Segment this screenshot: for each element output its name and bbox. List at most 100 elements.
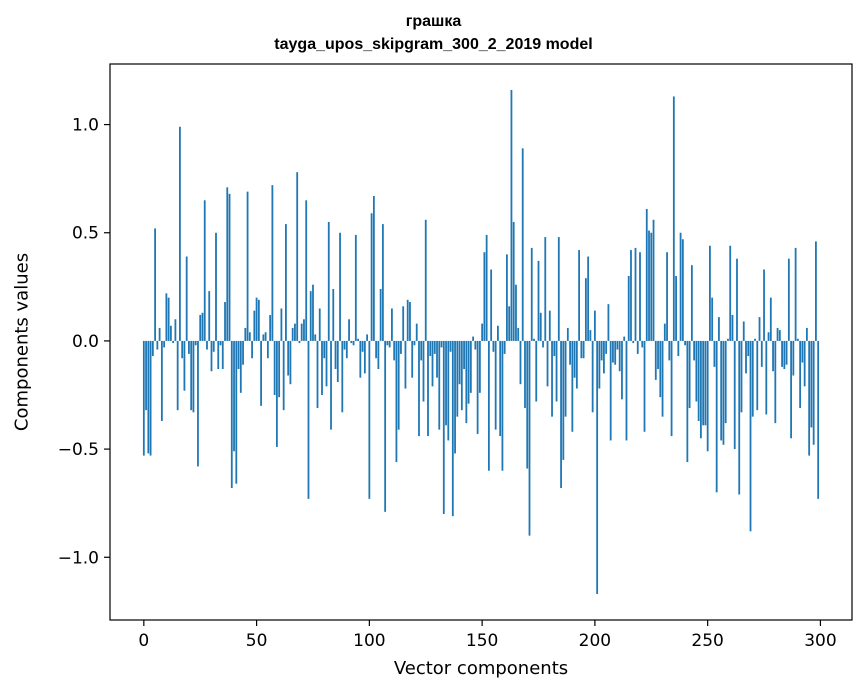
x-tick-label: 300 xyxy=(804,631,836,651)
bar xyxy=(616,340,619,350)
bar xyxy=(402,306,405,341)
bar xyxy=(530,247,533,341)
bar xyxy=(264,332,267,341)
chart-title: грашка xyxy=(405,13,462,30)
bar xyxy=(251,340,253,359)
bar xyxy=(291,327,294,341)
bar xyxy=(591,340,594,413)
bar xyxy=(226,187,229,341)
bar xyxy=(163,340,166,348)
bar xyxy=(183,340,186,391)
bar xyxy=(391,308,393,341)
bar xyxy=(372,195,375,341)
bar xyxy=(154,228,156,341)
bar xyxy=(285,224,287,341)
bar xyxy=(544,237,547,341)
bar xyxy=(332,289,335,341)
bar xyxy=(237,340,240,370)
bar xyxy=(420,340,423,361)
bar xyxy=(690,265,693,341)
bar xyxy=(571,340,574,432)
bar xyxy=(731,314,734,341)
bar xyxy=(343,340,346,350)
bar xyxy=(557,237,560,341)
bar xyxy=(582,340,585,359)
bar xyxy=(794,247,797,341)
bar xyxy=(330,340,332,430)
bar xyxy=(612,340,614,363)
bar xyxy=(580,340,583,359)
bar xyxy=(248,332,251,341)
bar xyxy=(790,340,792,439)
bar xyxy=(197,340,199,467)
chart-subtitle: tayga_upos_skipgram_300_2_2019 model xyxy=(274,36,593,53)
bar xyxy=(803,340,806,387)
bar xyxy=(724,340,727,424)
bar xyxy=(767,332,770,341)
bar xyxy=(429,340,432,357)
bar xyxy=(312,284,314,341)
bar xyxy=(584,278,587,341)
bar xyxy=(706,340,709,452)
bar xyxy=(776,327,779,341)
bar xyxy=(609,340,612,441)
bar xyxy=(661,340,664,417)
bar xyxy=(160,340,163,421)
bar xyxy=(763,269,765,341)
bar xyxy=(212,340,215,352)
bar xyxy=(424,219,427,341)
bar xyxy=(497,325,499,341)
bar xyxy=(228,193,231,341)
bar xyxy=(158,327,161,341)
bar xyxy=(314,334,317,341)
bar xyxy=(201,312,204,341)
bar xyxy=(630,250,632,341)
bar xyxy=(436,340,438,378)
bar xyxy=(411,340,414,378)
bar xyxy=(695,340,698,402)
bar xyxy=(781,340,783,367)
bar xyxy=(384,340,387,512)
bar xyxy=(575,340,578,389)
bar xyxy=(675,276,677,341)
bar xyxy=(704,340,707,426)
bar xyxy=(686,340,689,463)
bar xyxy=(465,340,468,424)
bar xyxy=(510,89,513,341)
bar xyxy=(657,340,659,370)
bar xyxy=(652,219,655,341)
bar xyxy=(370,213,373,341)
bar xyxy=(593,310,596,341)
bar xyxy=(257,299,260,341)
bar xyxy=(433,340,436,354)
bar xyxy=(627,276,630,341)
bar xyxy=(242,340,244,365)
bar xyxy=(715,340,718,493)
bar xyxy=(625,340,628,441)
bar xyxy=(815,241,817,341)
bar xyxy=(235,340,238,484)
bar xyxy=(345,340,348,359)
y-tick-label: −1.0 xyxy=(58,548,99,568)
bar xyxy=(303,319,305,341)
bar xyxy=(406,299,409,341)
bar xyxy=(467,340,470,404)
x-tick-label: 100 xyxy=(353,631,385,651)
bar xyxy=(668,340,671,361)
bar xyxy=(359,340,362,378)
bar xyxy=(354,234,357,341)
bar xyxy=(377,340,380,370)
bar xyxy=(179,126,181,341)
bar xyxy=(812,340,815,445)
bar xyxy=(648,230,650,341)
bar xyxy=(271,185,274,341)
bar xyxy=(142,340,145,456)
bar xyxy=(438,340,441,430)
bar xyxy=(260,340,262,406)
bar xyxy=(393,340,396,361)
bar xyxy=(478,340,481,393)
bar xyxy=(321,340,323,396)
bar xyxy=(535,340,538,402)
bar xyxy=(361,340,364,352)
